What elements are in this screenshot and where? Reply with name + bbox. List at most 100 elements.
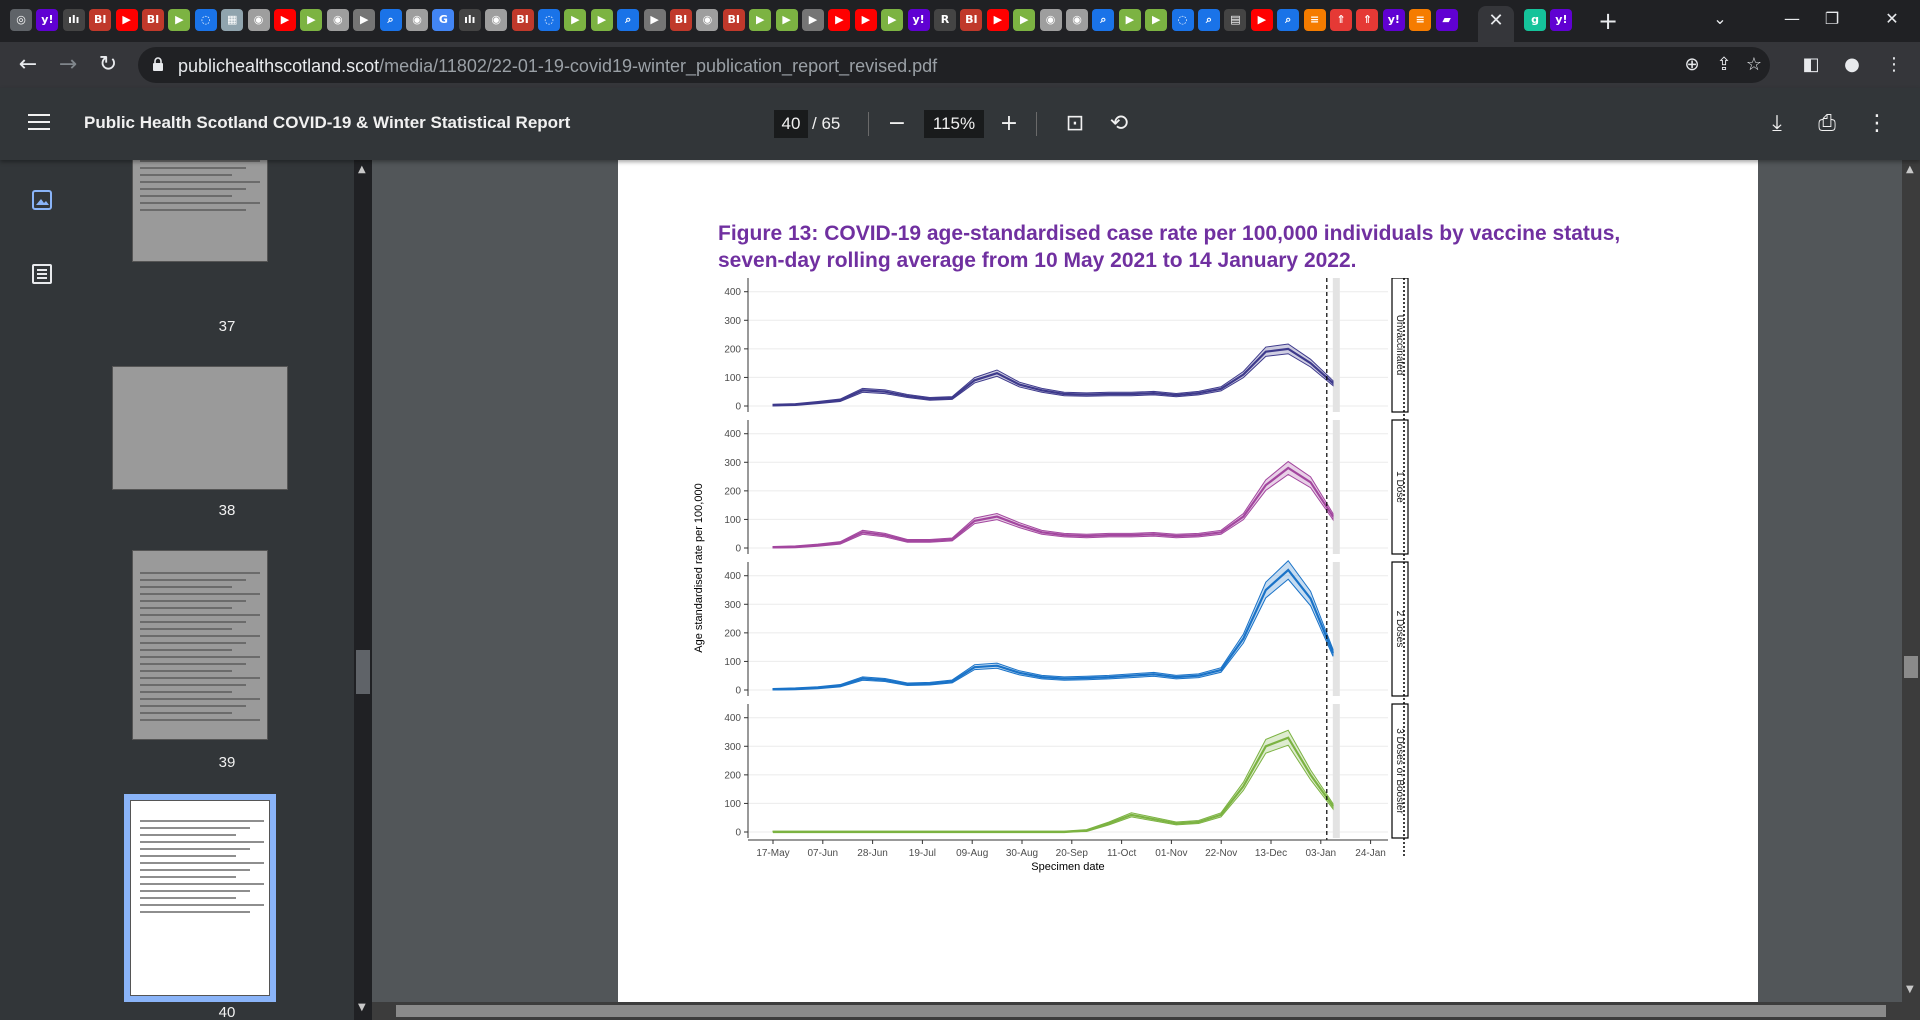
sidebar-scrollbar-thumb[interactable] (356, 650, 370, 694)
yahoo-favicon[interactable]: y! (1550, 9, 1573, 31)
arrow-favicon[interactable]: ⇑ (1330, 9, 1352, 31)
page-number-input[interactable]: 40 (774, 110, 808, 138)
play-favicon[interactable]: ▶ (590, 9, 613, 31)
forward-button[interactable]: → (58, 52, 78, 77)
bi-favicon[interactable]: BI (960, 9, 983, 31)
play-favicon[interactable]: ▶ (168, 9, 191, 31)
bookmark-favicon[interactable]: ≡ (1303, 9, 1326, 31)
shield-favicon[interactable]: ◌ (194, 9, 217, 31)
doc-favicon[interactable]: ▶ (802, 9, 824, 31)
chrome-favicon[interactable]: ◎ (10, 9, 32, 31)
play-favicon[interactable]: ▶ (300, 9, 323, 31)
play-favicon[interactable]: ▶ (564, 9, 587, 31)
thumbnails-view-icon[interactable] (28, 186, 56, 214)
ilik-favicon[interactable]: ılı (458, 9, 481, 31)
globe-favicon[interactable]: ◉ (247, 9, 270, 31)
lock-icon[interactable] (152, 56, 164, 72)
restore-button[interactable]: ❐ (1824, 9, 1840, 28)
globe-favicon[interactable]: ◉ (1039, 9, 1062, 31)
menu-icon[interactable] (28, 114, 50, 132)
minimize-button[interactable]: — (1784, 9, 1800, 28)
scroll-up-arrow[interactable]: ▲ (358, 164, 366, 175)
zoom-input[interactable]: 115% (924, 110, 984, 138)
profile-icon[interactable]: ● (1844, 54, 1860, 75)
side-panel-icon[interactable]: ◧ (1802, 54, 1820, 75)
url-text[interactable]: publichealthscotland.scot/media/11802/22… (178, 56, 937, 77)
search-favicon[interactable]: ⌕ (617, 9, 640, 31)
globe-favicon[interactable]: ◉ (485, 9, 508, 31)
bi-favicon[interactable]: BI (722, 9, 745, 31)
bookmark-star-icon[interactable]: ☆ (1745, 54, 1763, 75)
bi-favicon[interactable]: BI (511, 9, 534, 31)
google-favicon[interactable]: G (432, 9, 455, 31)
active-tab[interactable] (1478, 6, 1514, 42)
search-favicon[interactable]: ⌕ (379, 9, 402, 31)
zoom-in-button[interactable]: + (999, 111, 1019, 136)
print-icon[interactable]: ⎙ (1818, 111, 1836, 136)
yahoo-favicon[interactable]: y! (1382, 9, 1405, 31)
shield-favicon[interactable]: ◌ (538, 9, 560, 31)
page-thumbnail-37[interactable] (132, 160, 268, 262)
page-thumbnail-38[interactable] (112, 366, 288, 490)
scroll-up-arrow[interactable]: ▲ (1906, 164, 1914, 175)
fit-page-icon[interactable]: ⊡ (1065, 111, 1085, 136)
new-tab-button[interactable]: + (1597, 7, 1619, 35)
play-favicon[interactable]: ▶ (1118, 9, 1141, 31)
youtube-favicon[interactable]: ▶ (1250, 9, 1273, 31)
arrow-favicon[interactable]: ⇑ (1356, 9, 1379, 31)
more-actions-icon[interactable]: ⋮ (1866, 111, 1888, 136)
reload-button[interactable]: ↻ (98, 52, 118, 77)
chrome-menu-icon[interactable]: ⋮ (1885, 54, 1903, 75)
globe-favicon[interactable]: ◉ (696, 9, 719, 31)
horizontal-scrollbar[interactable] (372, 1002, 1902, 1020)
youtube-favicon[interactable]: ▶ (274, 9, 296, 31)
play-favicon[interactable]: ▶ (1145, 9, 1168, 31)
news-favicon[interactable]: ▤ (1224, 9, 1247, 31)
doc-favicon[interactable]: ▶ (353, 9, 376, 31)
scroll-down-arrow[interactable]: ▼ (358, 1002, 366, 1013)
share-icon[interactable]: ⇪ (1716, 54, 1732, 75)
globe-favicon[interactable]: ◉ (406, 9, 428, 31)
youtube-favicon[interactable]: ▶ (986, 9, 1009, 31)
rotate-icon[interactable]: ⟲ (1109, 111, 1129, 136)
horizontal-scrollbar-thumb[interactable] (396, 1005, 1886, 1017)
search-favicon[interactable]: ⌕ (1277, 9, 1300, 31)
address-bar[interactable]: publichealthscotland.scot/media/11802/22… (138, 47, 1770, 83)
close-tab-button[interactable]: ✕ (1488, 10, 1504, 31)
play-favicon[interactable]: ▶ (749, 9, 772, 31)
grammarly-favicon[interactable]: g (1524, 9, 1546, 31)
zoom-icon[interactable]: ⊕ (1684, 54, 1700, 75)
back-button[interactable]: ← (18, 52, 38, 77)
globe-favicon[interactable]: ◉ (1066, 9, 1088, 31)
ilik-favicon[interactable]: ılı (62, 9, 85, 31)
close-window-button[interactable]: ✕ (1885, 9, 1899, 28)
play-favicon[interactable]: ▶ (775, 9, 798, 31)
bi-favicon[interactable]: BI (670, 9, 692, 31)
download-icon[interactable]: ⤓ (1772, 111, 1782, 136)
bi-favicon[interactable]: BI (142, 9, 164, 31)
shield-favicon[interactable]: ◌ (1171, 9, 1194, 31)
scroll-down-arrow[interactable]: ▼ (1906, 984, 1914, 995)
tab-search-icon[interactable]: ⌄ (1713, 9, 1727, 28)
youtube-favicon[interactable]: ▶ (828, 9, 851, 31)
image-favicon[interactable]: ▦ (221, 9, 244, 31)
reuters-favicon[interactable]: R (934, 9, 956, 31)
youtube-favicon[interactable]: ▶ (115, 9, 138, 31)
play-favicon[interactable]: ▶ (881, 9, 904, 31)
viewer-scrollbar-thumb[interactable] (1904, 656, 1918, 678)
youtube-favicon[interactable]: ▶ (854, 9, 877, 31)
yahoo-mail-favicon[interactable]: ▰ (1435, 9, 1458, 31)
search-favicon[interactable]: ⌕ (1092, 9, 1115, 31)
yahoo-favicon[interactable]: y! (36, 9, 59, 31)
doc-favicon[interactable]: ▶ (643, 9, 666, 31)
search-favicon[interactable]: ⌕ (1198, 9, 1220, 31)
zoom-out-button[interactable]: − (887, 111, 907, 136)
page-thumbnail-39[interactable] (132, 550, 268, 740)
bookmark-favicon[interactable]: ≡ (1409, 9, 1432, 31)
yahoo-favicon[interactable]: y! (907, 9, 930, 31)
play-favicon[interactable]: ▶ (1013, 9, 1036, 31)
globe-favicon[interactable]: ◉ (326, 9, 349, 31)
bi-favicon[interactable]: BI (89, 9, 112, 31)
outline-view-icon[interactable] (28, 260, 56, 288)
viewer-scrollbar[interactable]: ▲ ▼ (1902, 160, 1920, 1020)
